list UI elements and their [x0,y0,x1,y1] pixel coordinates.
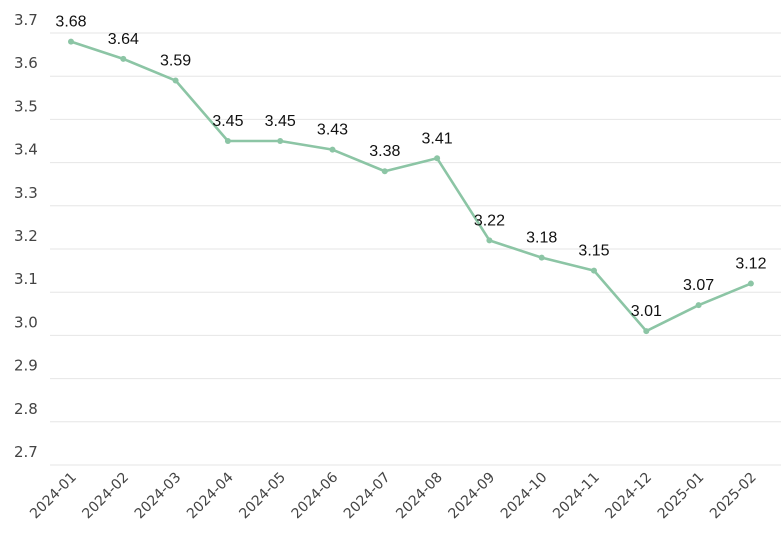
x-tick-label: 2025-01 [655,470,708,523]
series-layer [68,38,754,335]
y-tick-label: 3.1 [14,270,38,288]
data-point [120,55,127,62]
data-point [747,280,754,287]
data-label: 3.45 [212,113,243,130]
data-label: 3.01 [631,303,662,320]
y-tick-label: 3.5 [14,97,38,115]
data-point [591,267,597,274]
y-tick-label: 3.6 [14,54,38,72]
data-label: 3.64 [108,31,139,48]
data-label: 3.43 [317,122,348,139]
x-tick-label: 2024-12 [602,470,655,523]
data-label: 3.38 [369,143,400,160]
y-tick-label: 2.7 [14,443,38,461]
x-tick-label: 2024-01 [27,470,80,523]
y-axis-ticks: 2.7 2.8 2.9 3.0 3.1 3.2 3.3 3.4 3.5 3.6 3.7 [14,11,38,461]
data-label: 3.07 [683,277,714,294]
x-tick-label: 2024-08 [393,470,446,523]
x-tick-label: 2024-05 [236,470,289,523]
data-label: 3.22 [474,212,505,229]
data-point [172,77,179,84]
data-label: 3.12 [735,256,766,273]
series-line [69,40,753,333]
x-axis-ticks: 2024-01 2024-02 2024-03 2024-04 2024-05 2024-… [27,469,760,522]
data-labels: 3.68 3.64 3.59 3.45 3.45 3.43 3.38 3.41 3.22 3.18… [55,14,766,320]
x-tick-label: 2024-11 [550,470,603,523]
data-point [224,138,231,144]
x-tick-label: 2024-07 [341,470,394,523]
y-tick-label: 3.7 [14,11,38,29]
y-tick-label: 2.8 [14,400,38,418]
x-tick-label: 2024-03 [132,470,185,523]
data-point [538,254,545,261]
x-tick-label: 2024-06 [289,469,342,522]
data-point [434,155,441,162]
y-tick-label: 3.2 [14,227,38,245]
data-label: 3.59 [160,53,191,70]
x-tick-label: 2024-04 [184,469,237,522]
data-label: 3.41 [422,130,453,147]
x-tick-label: 2024-10 [498,470,551,523]
data-point [695,302,702,309]
x-tick-label: 2024-02 [79,470,132,523]
data-point [277,138,284,144]
data-point [486,237,493,244]
y-tick-label: 2.9 [14,357,38,375]
y-tick-label: 3.3 [14,184,38,202]
data-point [643,328,650,335]
data-label: 3.68 [55,14,86,31]
data-point [381,168,388,175]
y-tick-label: 3.0 [14,313,38,331]
data-label: 3.15 [578,243,609,260]
x-tick-label: 2025-02 [707,470,760,523]
data-point [68,38,74,45]
data-label: 3.45 [265,113,296,130]
data-label: 3.18 [526,230,557,247]
data-point [329,146,336,153]
x-tick-label: 2024-09 [446,470,499,523]
gridlines [50,32,781,466]
y-tick-label: 3.4 [14,141,38,159]
